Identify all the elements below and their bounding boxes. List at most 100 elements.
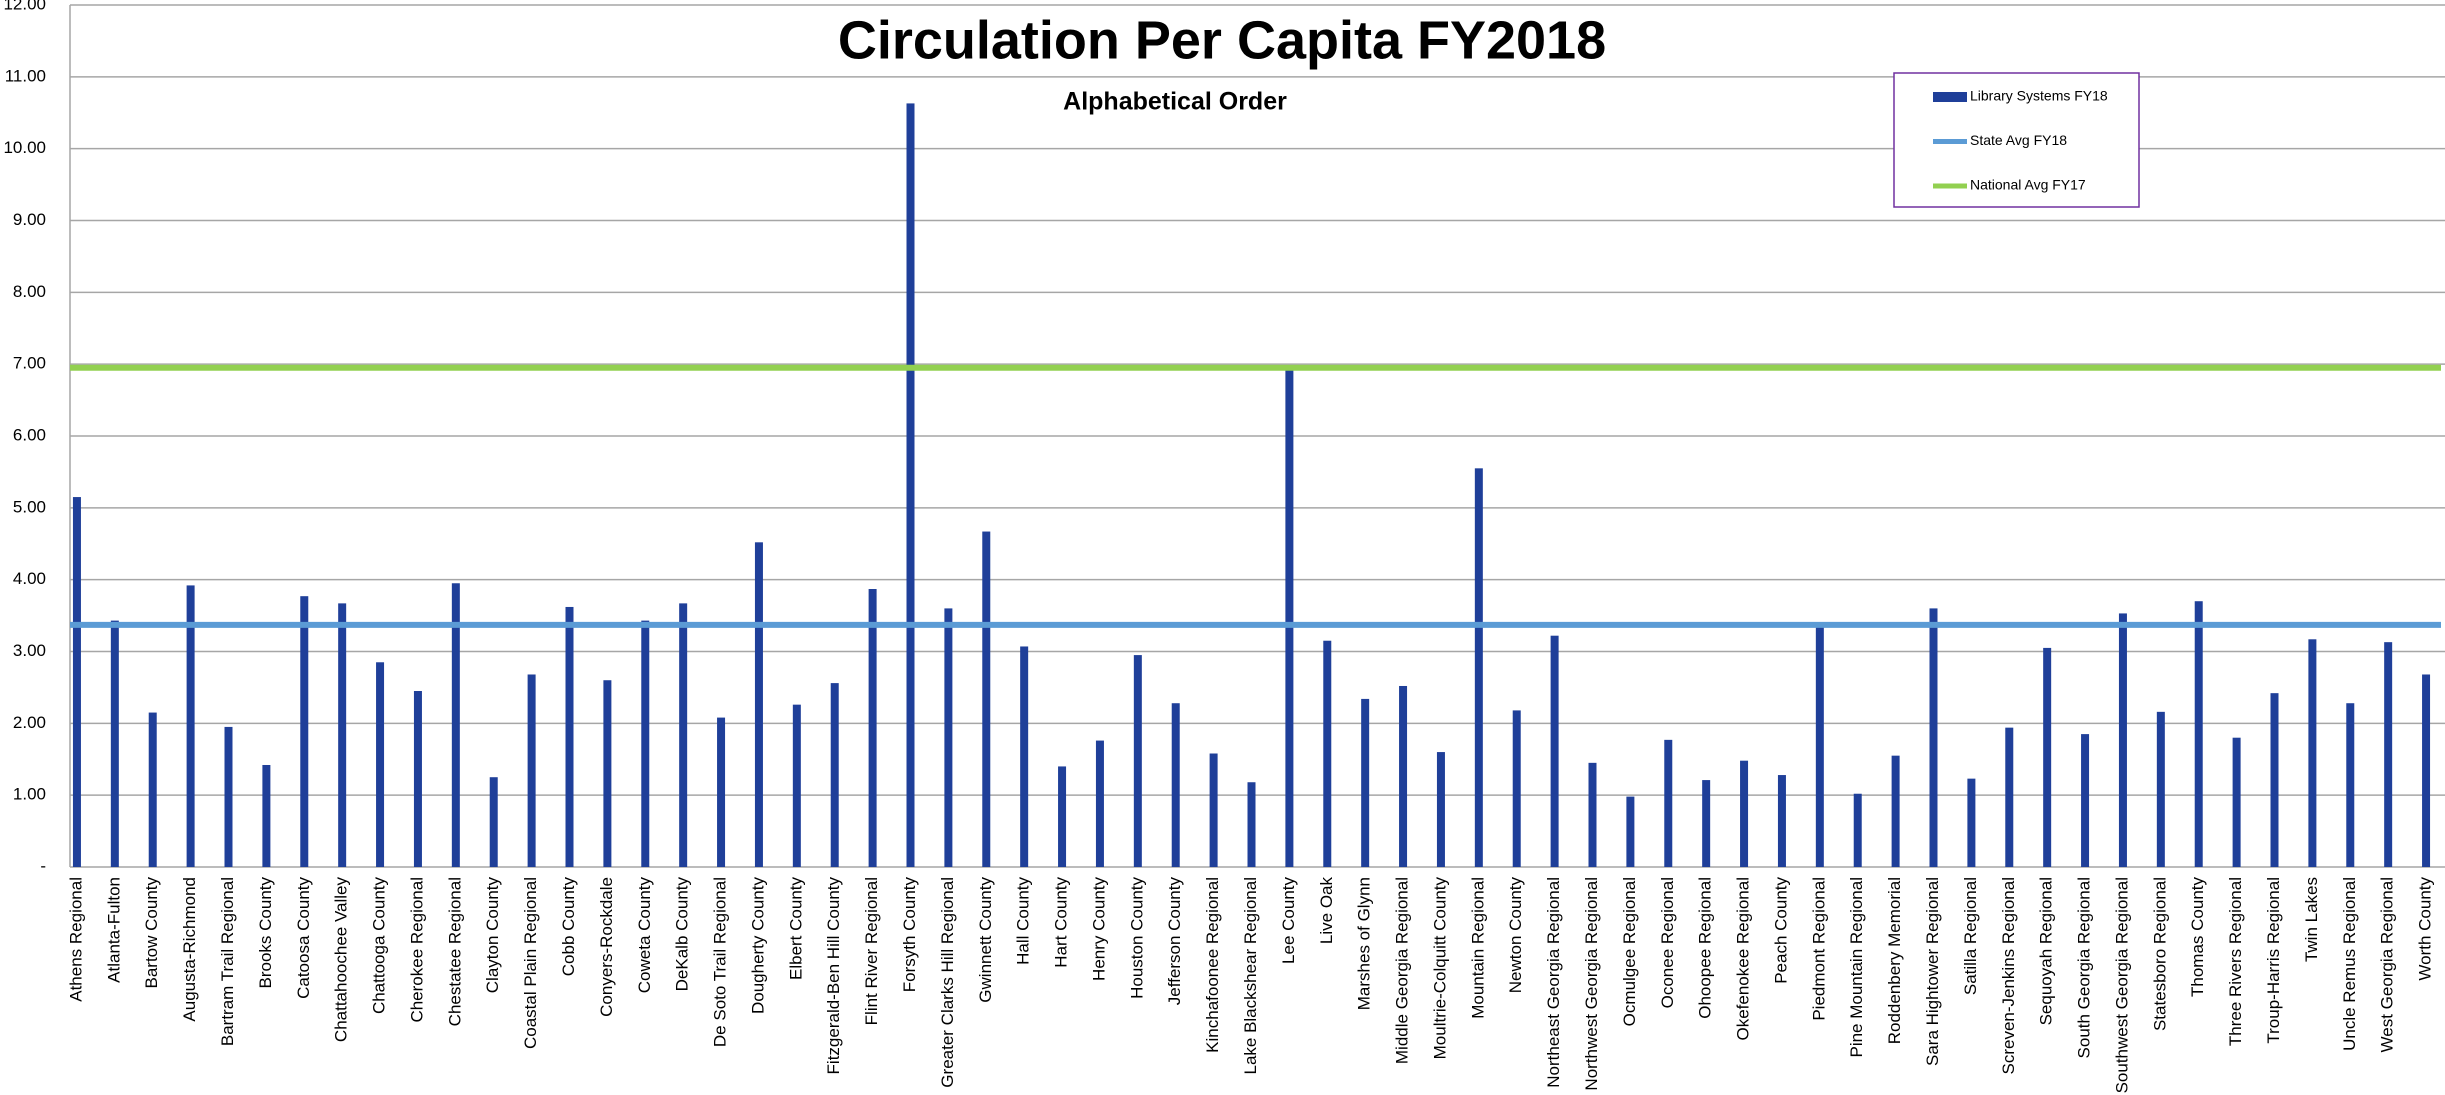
bar (906, 103, 915, 867)
bar (1929, 608, 1938, 867)
bar (982, 531, 991, 867)
y-tick-label: - (40, 856, 46, 875)
x-tick-label: Elbert County (786, 877, 805, 980)
x-tick-label: Three Rivers Regional (2226, 877, 2245, 1046)
bar (2384, 642, 2393, 867)
bar (868, 589, 877, 867)
bar (1664, 739, 1673, 867)
bar (451, 583, 460, 867)
y-tick-label: 5.00 (13, 497, 46, 516)
bar (679, 603, 688, 867)
bar (1702, 780, 1711, 867)
x-tick-label: Statesboro Regional (2150, 877, 2169, 1031)
x-tick-label: Troup-Harris Regional (2264, 877, 2283, 1044)
x-tick-label: Northwest Georgia Regional (1582, 877, 1601, 1091)
x-tick-label: Forsyth County (900, 877, 919, 993)
bar (110, 620, 119, 867)
bar (224, 726, 233, 867)
x-tick-label: Greater Clarks Hill Regional (938, 877, 957, 1088)
bar (1209, 753, 1218, 867)
y-tick-label: 6.00 (13, 425, 46, 444)
x-tick-label: Bartow County (142, 877, 161, 989)
bar (1777, 775, 1786, 867)
y-tick-label: 4.00 (13, 569, 46, 588)
bar (376, 662, 385, 867)
x-tick-label: Sequoyah Regional (2037, 877, 2056, 1025)
bar (413, 691, 422, 867)
x-tick-label: Brooks County (256, 877, 275, 989)
x-tick-label: Chestatee Regional (445, 877, 464, 1026)
x-tick-label: Augusta-Richmond (180, 877, 199, 1022)
bar (1133, 655, 1142, 867)
y-tick-label: 8.00 (13, 282, 46, 301)
legend-label: Library Systems FY18 (1970, 88, 2108, 104)
x-tick-label: Twin Lakes (2302, 877, 2321, 962)
bar (2308, 639, 2317, 867)
bar (338, 603, 347, 867)
bar (1550, 635, 1559, 867)
bar (1626, 796, 1635, 867)
x-tick-label: Kinchafoonee Regional (1203, 877, 1222, 1053)
bar (1361, 698, 1370, 867)
bar (2346, 703, 2355, 867)
bar (262, 764, 271, 867)
y-tick-label: 3.00 (13, 641, 46, 660)
x-tick-label: Athens Regional (66, 877, 85, 1002)
bar (1815, 626, 1824, 867)
bar (1058, 766, 1067, 867)
x-tick-label: Ocmulgee Regional (1620, 877, 1639, 1026)
bar (641, 620, 650, 867)
bar (2005, 727, 2014, 867)
x-tick-label: South Georgia Regional (2075, 877, 2094, 1058)
bar (1399, 685, 1408, 867)
x-tick-label: Dougherty County (748, 877, 767, 1015)
x-tick-label: Houston County (1127, 877, 1146, 999)
x-tick-label: Coastal Plain Regional (521, 877, 540, 1049)
bar (565, 606, 574, 867)
x-tick-label: Uncle Remus Regional (2340, 877, 2359, 1051)
bar (1474, 468, 1483, 867)
x-tick-label: Middle Georgia Regional (1393, 877, 1412, 1064)
legend-label: National Avg FY17 (1970, 177, 2086, 193)
y-tick-label: 10.00 (3, 138, 46, 157)
bar (1967, 778, 1976, 867)
bar (300, 596, 309, 867)
x-tick-label: Coweta County (635, 877, 654, 994)
x-tick-label: Cobb County (559, 877, 578, 977)
bar (1740, 760, 1749, 867)
bar (944, 608, 953, 867)
x-tick-label: Thomas County (2188, 877, 2207, 997)
bar (2043, 647, 2052, 867)
bar (1020, 646, 1029, 867)
y-tick-label: 1.00 (13, 785, 46, 804)
x-tick-label: Mountain Regional (1468, 877, 1487, 1019)
x-tick-label: Atlanta-Fulton (104, 877, 123, 983)
bar (792, 704, 801, 867)
x-tick-label: Fitzgerald-Ben Hill County (824, 877, 843, 1075)
chart-subtitle: Alphabetical Order (1063, 88, 1287, 116)
bar (754, 542, 763, 867)
x-tick-label: Okefenokee Regional (1734, 877, 1753, 1041)
x-tick-label: De Soto Trail Regional (711, 877, 730, 1047)
x-tick-label: West Georgia Regional (2378, 877, 2397, 1052)
bar (2156, 711, 2165, 867)
x-tick-label: Catoosa County (294, 877, 313, 999)
x-tick-label: DeKalb County (673, 877, 692, 992)
x-tick-label: Conyers-Rockdale (597, 877, 616, 1017)
x-tick-label: Lake Blackshear Regional (1241, 877, 1260, 1075)
x-tick-label: Marshes of Glynn (1355, 877, 1374, 1010)
x-tick-label: Jefferson County (1165, 877, 1184, 1006)
bar (527, 674, 536, 867)
x-tick-label: Ohoopee Regional (1696, 877, 1715, 1019)
bar (2081, 734, 2090, 867)
bar (2422, 674, 2431, 867)
x-tick-label: Lee County (1279, 877, 1298, 964)
x-tick-label: Sara Hightower Regional (1923, 877, 1942, 1066)
bar (1891, 755, 1900, 867)
x-tick-label: Henry County (1089, 877, 1108, 981)
bar (1285, 369, 1294, 867)
bar (489, 777, 498, 867)
bar (2194, 601, 2203, 867)
x-tick-label: Peach County (1771, 877, 1790, 984)
